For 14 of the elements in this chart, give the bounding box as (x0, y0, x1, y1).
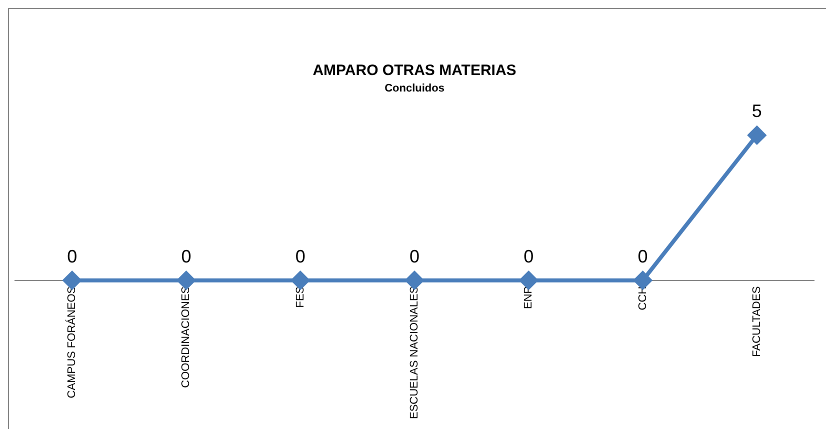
data-label: 0 (409, 246, 420, 266)
x-tick-label: CAMPUS FORÁNEOS (65, 286, 78, 398)
chart-title: AMPARO OTRAS MATERIAS (312, 62, 516, 80)
chart-subtitle: Concluidos (384, 82, 444, 95)
data-label: 0 (638, 246, 648, 266)
data-label: 5 (752, 101, 762, 122)
x-tick-label: ESCUELAS NACIONALES (408, 286, 421, 419)
data-label: 0 (67, 246, 78, 266)
data-label: 0 (181, 246, 192, 266)
data-label: 0 (295, 246, 306, 266)
x-tick-label: COORDINACIONES (180, 286, 192, 388)
x-tick-label: FACULTADES (750, 286, 763, 357)
x-tick-label: ENP (522, 286, 535, 309)
data-label: 0 (524, 246, 534, 266)
